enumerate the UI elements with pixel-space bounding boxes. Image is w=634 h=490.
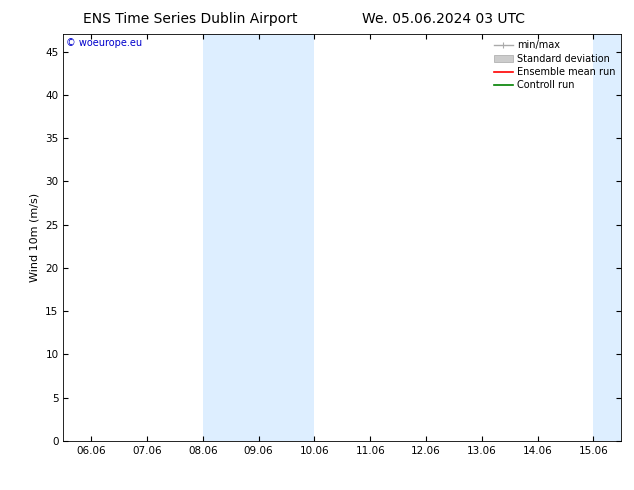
- Legend: min/max, Standard deviation, Ensemble mean run, Controll run: min/max, Standard deviation, Ensemble me…: [489, 36, 619, 94]
- Text: We. 05.06.2024 03 UTC: We. 05.06.2024 03 UTC: [362, 12, 526, 26]
- Text: © woeurope.eu: © woeurope.eu: [66, 38, 142, 49]
- Bar: [593, 34, 634, 441]
- Y-axis label: Wind 10m (m/s): Wind 10m (m/s): [30, 193, 40, 282]
- Text: ENS Time Series Dublin Airport: ENS Time Series Dublin Airport: [83, 12, 297, 26]
- Bar: [203, 34, 314, 441]
